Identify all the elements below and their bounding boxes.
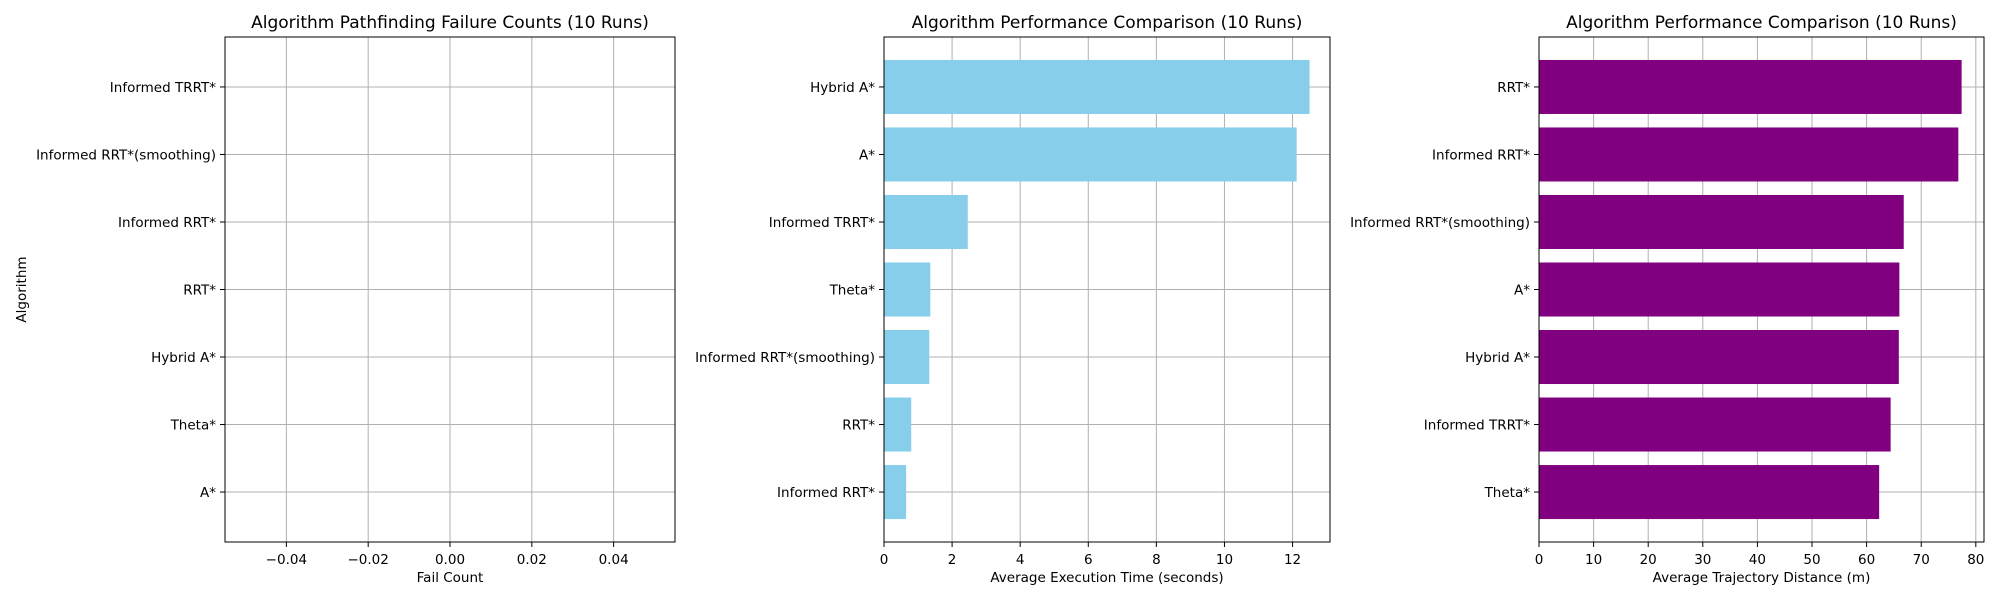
x-tick-label: 80 [1967,552,1984,568]
bar [884,262,931,317]
x-tick-label: 10 [1216,552,1233,568]
x-tick-label: −0.04 [266,552,307,568]
y-tick-label: Theta* [829,283,876,299]
x-tick-label: 70 [1913,552,1930,568]
x-tick-label: 0 [880,552,889,568]
y-tick-label: Hybrid A* [151,350,216,366]
y-tick-label: Informed RRT*(smoothing) [1350,215,1530,231]
x-axis-label: Fail Count [417,570,484,586]
bar [1539,397,1891,452]
x-tick-label: −0.02 [347,552,388,568]
y-tick-label: Informed RRT*(smoothing) [695,350,875,366]
bar [1539,330,1899,385]
chart-title: Algorithm Performance Comparison (10 Run… [912,13,1303,33]
y-tick-label: Informed TRRT* [1424,418,1530,434]
y-tick-label: A* [859,147,875,163]
y-tick-label: RRT* [842,418,875,434]
x-tick-label: 10 [1585,552,1602,568]
y-tick-label: Hybrid A* [810,80,875,96]
x-tick-label: 0.02 [517,552,547,568]
x-axis-label: Average Execution Time (seconds) [990,570,1223,586]
x-tick-label: 12 [1284,552,1301,568]
bar [884,465,907,520]
y-tick-label: A* [200,485,216,501]
x-tick-label: 6 [1084,552,1093,568]
x-tick-label: 60 [1858,552,1875,568]
y-tick-label: Informed RRT* [777,485,875,501]
x-tick-label: 20 [1640,552,1657,568]
x-axis-label: Average Trajectory Distance (m) [1653,570,1871,586]
y-tick-label: Informed RRT* [118,215,216,231]
bar [1539,59,1962,114]
chart-title: Algorithm Performance Comparison (10 Run… [1566,13,1957,33]
x-tick-label: 2 [948,552,957,568]
y-tick-label: Hybrid A* [1465,350,1530,366]
x-tick-label: 0 [1535,552,1544,568]
bar [884,59,1310,114]
x-tick-label: 0.00 [435,552,465,568]
bar [1539,465,1880,520]
y-tick-label: Informed RRT* [1432,147,1530,163]
bar [1539,194,1904,249]
x-tick-label: 4 [1016,552,1025,568]
x-tick-label: 50 [1803,552,1820,568]
y-tick-label: RRT* [1497,80,1530,96]
y-tick-label: Informed TRRT* [769,215,875,231]
y-tick-label: A* [1514,283,1530,299]
x-tick-label: 0.04 [599,552,629,568]
y-tick-label: Theta* [1484,485,1531,501]
bar [1539,127,1959,182]
x-tick-label: 30 [1694,552,1711,568]
bar [884,194,968,249]
y-tick-label: RRT* [183,283,216,299]
x-tick-label: 40 [1749,552,1766,568]
chart-title: Algorithm Pathfinding Failure Counts (10… [251,13,649,33]
bar [1539,262,1900,317]
y-tick-label: Informed RRT*(smoothing) [36,147,216,163]
y-tick-label: Theta* [170,418,217,434]
bar [884,127,1297,182]
bar [884,397,912,452]
y-tick-label: Informed TRRT* [110,80,216,96]
bar [884,330,930,385]
x-tick-label: 8 [1152,552,1161,568]
y-axis-label: Algorithm [14,256,30,322]
